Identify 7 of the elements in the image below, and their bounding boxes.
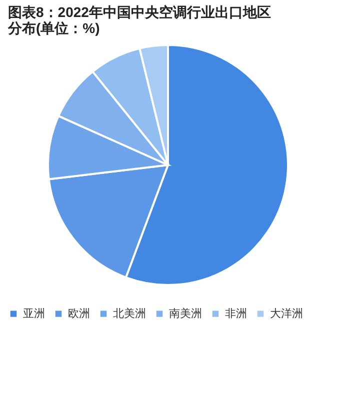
legend-label: 欧洲 [68,306,90,320]
legend-label: 大洋洲 [270,306,303,320]
legend-label: 北美洲 [113,306,146,320]
legend-label: 亚洲 [23,306,45,320]
chart-title: 图表8：2022年中国中央空调行业出口地区分布(单位：%) [7,4,271,36]
legend-label: 南美洲 [169,306,202,320]
legend-label: 非洲 [225,306,247,320]
